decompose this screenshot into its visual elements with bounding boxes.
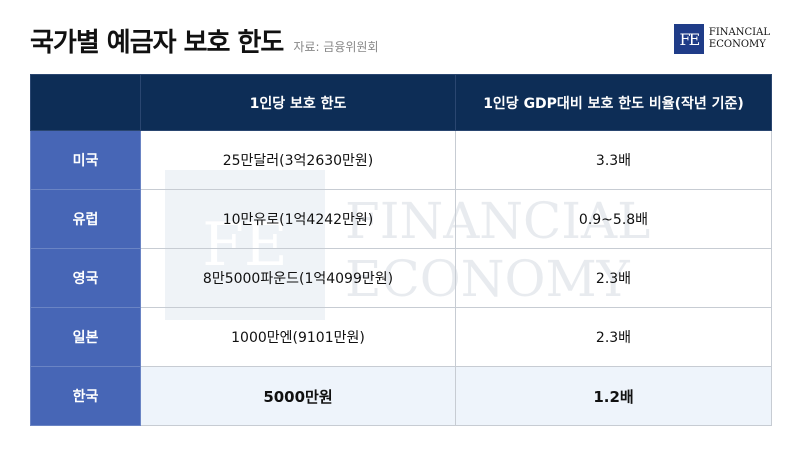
ratio-cell: 0.9~5.8배 <box>455 189 772 249</box>
limit-cell: 5000만원 <box>140 366 456 426</box>
source-note: 자료: 금융위원회 <box>293 40 379 54</box>
country-cell: 영국 <box>30 248 141 308</box>
page-title: 국가별 예금자 보호 한도 <box>30 28 284 58</box>
table-row-highlight: 한국 5000만원 1.2배 <box>30 366 772 426</box>
table-row: 미국 25만달러(3억2630만원) 3.3배 <box>30 130 772 190</box>
country-cell: 일본 <box>30 307 141 367</box>
limit-cell: 25만달러(3억2630만원) <box>140 130 456 190</box>
logo-text: FINANCIAL ECONOMY <box>709 27 770 51</box>
logo-line-2: ECONOMY <box>708 39 766 50</box>
header-country <box>30 74 141 131</box>
table-header-row: 1인당 보호 한도 1인당 GDP대비 보호 한도 비율(작년 기준) <box>30 74 772 131</box>
header-limit: 1인당 보호 한도 <box>140 74 456 131</box>
ratio-cell: 3.3배 <box>455 130 772 190</box>
table-row: 일본 1000만엔(9101만원) 2.3배 <box>30 307 772 367</box>
table-row: 유럽 10만유로(1억4242만원) 0.9~5.8배 <box>30 189 772 249</box>
limit-cell: 8만5000파운드(1억4099만원) <box>140 248 456 308</box>
header: 국가별 예금자 보호 한도 자료: 금융위원회 <box>30 22 379 59</box>
logo-line-1: FINANCIAL <box>708 27 770 38</box>
country-cell: 유럽 <box>30 189 141 249</box>
limit-cell: 10만유로(1억4242만원) <box>140 189 456 249</box>
table-row: 영국 8만5000파운드(1억4099만원) 2.3배 <box>30 248 772 308</box>
country-cell: 미국 <box>30 130 141 190</box>
brand-logo: FE FINANCIAL ECONOMY <box>673 24 770 54</box>
ratio-cell: 1.2배 <box>455 366 772 426</box>
ratio-cell: 2.3배 <box>455 307 772 367</box>
ratio-cell: 2.3배 <box>455 248 772 308</box>
country-cell: 한국 <box>30 366 141 426</box>
header-ratio: 1인당 GDP대비 보호 한도 비율(작년 기준) <box>455 74 772 131</box>
deposit-protection-table: 1인당 보호 한도 1인당 GDP대비 보호 한도 비율(작년 기준) 미국 2… <box>30 74 772 426</box>
logo-mark: FE <box>673 24 704 54</box>
limit-cell: 1000만엔(9101만원) <box>140 307 456 367</box>
